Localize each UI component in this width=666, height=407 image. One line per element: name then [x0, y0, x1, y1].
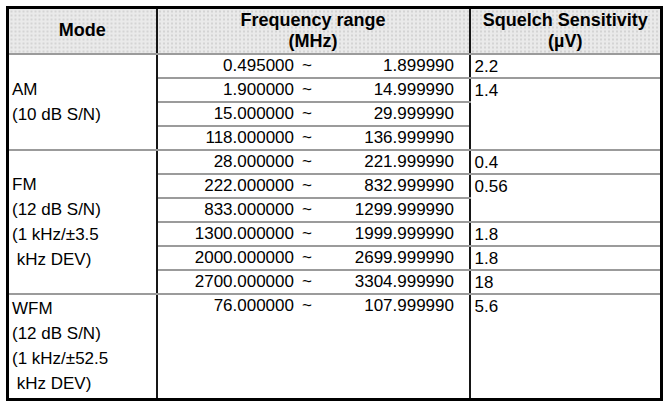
frequency-range: 222.000000 ~ 832.999990: [158, 176, 469, 196]
frequency-range: 833.000000 ~ 1299.999990: [158, 200, 469, 220]
tilde-separator: ~: [294, 248, 320, 268]
frequency-range-cell: 0.495000 ~ 1.899990: [157, 54, 470, 78]
col-header-frequency-line1: Frequency range: [158, 10, 469, 31]
col-header-mode: Mode: [8, 8, 157, 54]
mode-sublabel: kHz DEV): [12, 371, 156, 396]
tilde-separator: ~: [294, 152, 320, 172]
frequency-from: 0.495000: [172, 56, 294, 76]
tilde-separator: ~: [294, 128, 320, 148]
squelch-value-cell: 0.56: [470, 174, 662, 222]
tilde-separator: ~: [294, 176, 320, 196]
mode-sublabel: (10 dB S/N): [12, 102, 156, 127]
frequency-to: 1.899990: [320, 56, 454, 76]
frequency-to: 136.999990: [320, 128, 454, 148]
header-row: Mode Frequency range (MHz) Squelch Sensi…: [8, 8, 662, 54]
frequency-from: 28.000000: [172, 152, 294, 172]
squelch-value-cell: 5.6: [470, 294, 662, 400]
mode-label: AM: [12, 77, 156, 102]
frequency-range-cell: 28.000000 ~ 221.999990: [157, 150, 470, 174]
frequency-to: 14.999990: [320, 80, 454, 100]
specifications-table: Mode Frequency range (MHz) Squelch Sensi…: [6, 6, 663, 401]
frequency-to: 29.999990: [320, 104, 454, 124]
mode-sublabel: (12 dB S/N): [12, 321, 156, 346]
mode-label: WFM: [12, 296, 156, 321]
mode-sublabel: (1 kHz/±52.5: [12, 346, 156, 371]
frequency-to: 1999.999990: [320, 224, 454, 244]
squelch-value-cell: 2.2: [470, 54, 662, 78]
frequency-range-cell: 118.000000 ~ 136.999990: [157, 126, 470, 150]
table-header: Mode Frequency range (MHz) Squelch Sensi…: [8, 8, 662, 54]
mode-cell-wfm: WFM (12 dB S/N) (1 kHz/±52.5 kHz DEV): [8, 294, 157, 400]
squelch-value-cell: 1.8: [470, 246, 662, 270]
frequency-from: 15.000000: [172, 104, 294, 124]
squelch-value-cell: 0.4: [470, 150, 662, 174]
frequency-to: 1299.999990: [320, 200, 454, 220]
frequency-range-cell: 833.000000 ~ 1299.999990: [157, 198, 470, 222]
col-header-squelch-line1: Squelch Sensitivity: [471, 10, 661, 31]
frequency-range: 2000.000000 ~ 2699.999990: [158, 248, 469, 268]
frequency-range-cell: 76.000000 ~ 107.999990: [157, 294, 470, 400]
tilde-separator: ~: [294, 104, 320, 124]
frequency-from: 833.000000: [172, 200, 294, 220]
frequency-to: 3304.999990: [320, 272, 454, 292]
tilde-separator: ~: [294, 56, 320, 76]
frequency-range-cell: 1.900000 ~ 14.999990: [157, 78, 470, 102]
frequency-to: 832.999990: [320, 176, 454, 196]
squelch-value-cell: 18: [470, 270, 662, 294]
col-header-mode-label: Mode: [9, 20, 156, 41]
frequency-range: 2700.000000 ~ 3304.999990: [158, 272, 469, 292]
mode-label: FM: [12, 172, 156, 197]
tilde-separator: ~: [294, 272, 320, 292]
table-row: AM (10 dB S/N) 0.495000 ~ 1.899990 2.2: [8, 54, 662, 78]
tilde-separator: ~: [294, 200, 320, 220]
frequency-range: 118.000000 ~ 136.999990: [158, 128, 469, 148]
mode-sublabel: kHz DEV): [12, 247, 156, 272]
tilde-separator: ~: [294, 80, 320, 100]
frequency-to: 107.999990: [320, 296, 454, 316]
squelch-value-cell: 1.8: [470, 222, 662, 246]
mode-sublabel: (1 kHz/±3.5: [12, 222, 156, 247]
frequency-from: 1300.000000: [172, 224, 294, 244]
frequency-range-cell: 1300.000000 ~ 1999.999990: [157, 222, 470, 246]
table-row: FM (12 dB S/N) (1 kHz/±3.5 kHz DEV) 28.0…: [8, 150, 662, 174]
frequency-range: 1300.000000 ~ 1999.999990: [158, 224, 469, 244]
col-header-frequency-line2: (MHz): [158, 31, 469, 52]
col-header-squelch: Squelch Sensitivity (µV): [470, 8, 662, 54]
frequency-range: 76.000000 ~ 107.999990: [158, 296, 469, 316]
frequency-range: 1.900000 ~ 14.999990: [158, 80, 469, 100]
frequency-range-cell: 15.000000 ~ 29.999990: [157, 102, 470, 126]
table-body: AM (10 dB S/N) 0.495000 ~ 1.899990 2.2 1…: [8, 54, 662, 400]
frequency-from: 2700.000000: [172, 272, 294, 292]
frequency-range-cell: 222.000000 ~ 832.999990: [157, 174, 470, 198]
mode-cell-fm: FM (12 dB S/N) (1 kHz/±3.5 kHz DEV): [8, 150, 157, 294]
frequency-range: 0.495000 ~ 1.899990: [158, 56, 469, 76]
frequency-from: 118.000000: [172, 128, 294, 148]
tilde-separator: ~: [294, 296, 320, 316]
frequency-to: 221.999990: [320, 152, 454, 172]
frequency-range: 15.000000 ~ 29.999990: [158, 104, 469, 124]
frequency-from: 222.000000: [172, 176, 294, 196]
mode-sublabel: (12 dB S/N): [12, 197, 156, 222]
frequency-from: 76.000000: [172, 296, 294, 316]
frequency-from: 1.900000: [172, 80, 294, 100]
tilde-separator: ~: [294, 224, 320, 244]
frequency-to: 2699.999990: [320, 248, 454, 268]
table-row: WFM (12 dB S/N) (1 kHz/±52.5 kHz DEV) 76…: [8, 294, 662, 400]
frequency-range: 28.000000 ~ 221.999990: [158, 152, 469, 172]
mode-cell-am: AM (10 dB S/N): [8, 54, 157, 150]
squelch-value-cell: 1.4: [470, 78, 662, 150]
frequency-range-cell: 2700.000000 ~ 3304.999990: [157, 270, 470, 294]
frequency-range-cell: 2000.000000 ~ 2699.999990: [157, 246, 470, 270]
col-header-squelch-line2: (µV): [471, 31, 661, 52]
page: Mode Frequency range (MHz) Squelch Sensi…: [0, 0, 666, 407]
col-header-frequency: Frequency range (MHz): [157, 8, 470, 54]
frequency-from: 2000.000000: [172, 248, 294, 268]
